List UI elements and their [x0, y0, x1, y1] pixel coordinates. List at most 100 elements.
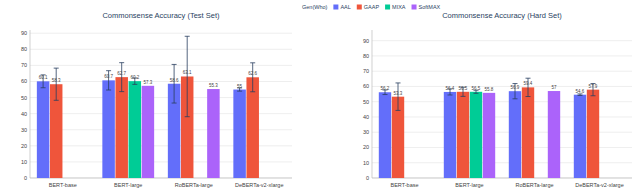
- data-label: 63.1: [183, 70, 192, 75]
- data-label: 60.2: [130, 75, 139, 80]
- error-cap: [250, 62, 255, 63]
- data-label: 60.1: [39, 75, 48, 80]
- y-tick-label: 80: [363, 53, 369, 59]
- error-stem: [174, 64, 175, 103]
- y-tick-label: 70: [21, 62, 27, 68]
- x-tick-label: DeBERTa-v2-xlarge: [235, 182, 284, 188]
- error-bar: [172, 64, 177, 103]
- legend-label: AAL: [340, 4, 350, 10]
- y-tick-label: 50: [363, 99, 369, 105]
- y-tick-label: 90: [363, 38, 369, 44]
- data-label: 56.2: [381, 86, 390, 91]
- error-cap: [448, 94, 453, 95]
- error-cap: [474, 93, 479, 94]
- data-label: 58.3: [52, 78, 61, 83]
- data-label: 57.9: [589, 84, 598, 89]
- data-label: 54.6: [576, 89, 585, 94]
- y-tick-label: 20: [21, 143, 27, 149]
- error-cap: [54, 68, 59, 69]
- error-stem: [187, 36, 188, 116]
- chart-title: Commonsense Accuracy (Hard Set): [442, 11, 562, 20]
- bar: [233, 90, 246, 178]
- bar: [548, 91, 560, 178]
- chart-canvas: Commonsense Accuracy (Test Set) 0 10 20 30 40…: [0, 0, 640, 192]
- data-label: 53.3: [394, 91, 403, 96]
- chart-title: Commonsense Accuracy (Test Set): [102, 11, 220, 20]
- y-tick-label: 30: [21, 127, 27, 133]
- error-cap: [106, 70, 111, 71]
- data-label: 58.6: [170, 78, 179, 83]
- error-cap: [172, 103, 177, 104]
- error-cap: [119, 91, 124, 92]
- error-cap: [172, 64, 177, 65]
- data-label: 57: [551, 85, 557, 90]
- bar: [587, 90, 599, 178]
- y-tick-label: 70: [363, 68, 369, 74]
- plot-area: [37, 36, 259, 178]
- error-stem: [121, 63, 122, 92]
- y-tick-label: 40: [363, 114, 369, 120]
- bar: [470, 92, 482, 178]
- error-cap: [526, 96, 531, 97]
- bar: [115, 77, 128, 178]
- y-tick-label: 10: [363, 160, 369, 166]
- x-tick-label: BERT-base: [390, 182, 418, 188]
- y-tick-label: 0: [366, 175, 369, 181]
- data-label: 55.8: [485, 87, 494, 92]
- data-label: 60.7: [104, 74, 113, 79]
- error-cap: [383, 94, 388, 95]
- x-tick-label: BERT-large: [114, 182, 142, 188]
- data-label: 56.5: [472, 86, 481, 91]
- y-tick-label: 10: [21, 159, 27, 165]
- data-label: 62.6: [248, 71, 257, 76]
- error-cap: [185, 36, 190, 37]
- legend-swatch: [333, 5, 338, 10]
- data-label: 55.3: [209, 83, 218, 88]
- bar: [457, 92, 469, 178]
- bar: [444, 92, 456, 178]
- y-tick-label: 60: [21, 78, 27, 84]
- error-bar: [578, 94, 583, 96]
- data-label: 62.7: [117, 71, 126, 76]
- y-tick-label: 30: [363, 129, 369, 135]
- data-label: 56.5: [459, 86, 468, 91]
- error-cap: [526, 78, 531, 79]
- bar: [207, 89, 220, 178]
- error-cap: [396, 82, 401, 83]
- error-cap: [106, 90, 111, 91]
- error-cap: [119, 62, 124, 63]
- bar: [246, 77, 259, 178]
- error-cap: [396, 110, 401, 111]
- error-cap: [250, 91, 255, 92]
- legend-label: MIXA: [392, 4, 406, 10]
- legend-swatch: [357, 5, 362, 10]
- grid-line: [30, 33, 292, 34]
- error-cap: [132, 84, 137, 85]
- legend-label: GAAP: [364, 4, 380, 10]
- error-cap: [513, 98, 518, 99]
- data-label: 56.4: [446, 86, 455, 91]
- legend-title: Gen(Who): [302, 4, 328, 10]
- error-bar: [250, 63, 255, 92]
- x-tick-label: BERT-base: [49, 182, 77, 188]
- y-axis-line: [30, 30, 31, 178]
- legend-label: SoftMAX: [419, 4, 441, 10]
- bar: [509, 91, 521, 178]
- y-tick-label: 80: [21, 46, 27, 52]
- error-cap: [54, 100, 59, 101]
- x-tick-label: BERT-large: [455, 182, 483, 188]
- y-tick-label: 20: [363, 144, 369, 150]
- error-cap: [578, 95, 583, 96]
- y-tick-label: 50: [21, 95, 27, 101]
- data-label: 55: [237, 84, 243, 89]
- y-tick-label: 60: [363, 83, 369, 89]
- error-bar: [119, 63, 124, 92]
- bar: [379, 92, 391, 178]
- bar: [142, 86, 155, 178]
- y-tick-label: 40: [21, 111, 27, 117]
- error-cap: [591, 95, 596, 96]
- error-cap: [237, 91, 242, 92]
- error-cap: [185, 116, 190, 117]
- error-cap: [513, 83, 518, 84]
- y-tick-label: 0: [24, 175, 27, 181]
